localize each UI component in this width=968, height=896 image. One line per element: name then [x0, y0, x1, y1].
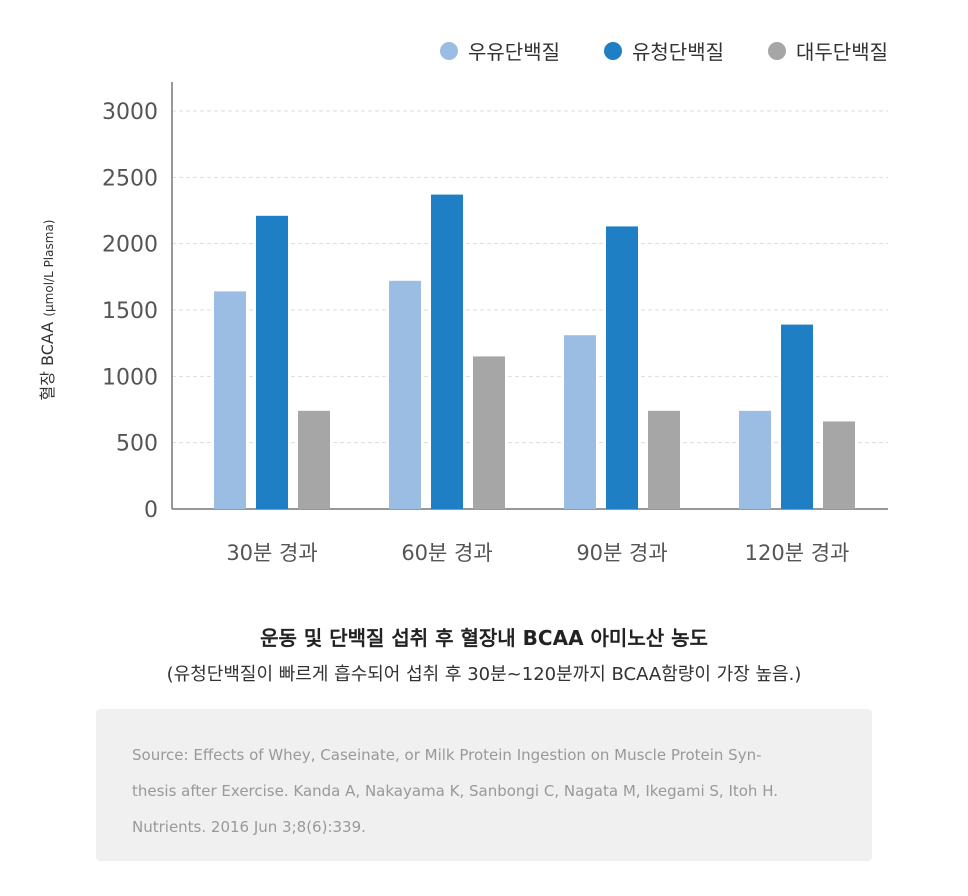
source-box: Source: Effects of Whey, Caseinate, or M…	[96, 709, 872, 861]
bar-2-1	[389, 280, 421, 509]
bar-1-2	[256, 215, 288, 509]
y-tick-label: 1500	[102, 299, 158, 324]
y-axis-label-main: 혈장 BCAA	[38, 321, 57, 401]
legend-item-milk: 우유단백질	[440, 36, 560, 65]
y-tick-label: 500	[116, 432, 158, 457]
bar-2-3	[473, 356, 505, 509]
legend: 우유단백질 유청단백질 대두단백질	[440, 36, 888, 65]
bar-3-1	[564, 335, 596, 509]
bar-3-3	[648, 410, 680, 509]
x-tick-label: 60분 경과	[401, 541, 492, 565]
legend-item-soy: 대두단백질	[768, 36, 888, 65]
bar-3-2	[606, 226, 638, 510]
chart-subtitle: (유청단백질이 빠르게 흡수되어 섭취 후 30분~120분까지 BCAA함량이…	[166, 664, 802, 685]
bar-4-3	[823, 421, 855, 509]
source-line: thesis after Exercise. Kanda A, Nakayama…	[132, 782, 778, 800]
chart-title: 운동 및 단백질 섭취 후 혈장내 BCAA 아미노산 농도	[260, 626, 708, 650]
source-line: Nutrients. 2016 Jun 3;8(6):339.	[132, 818, 366, 836]
legend-swatch	[768, 41, 786, 60]
y-tick-label: 3000	[102, 100, 158, 125]
y-tick-label: 2000	[102, 233, 158, 258]
bar-4-1	[739, 410, 771, 509]
legend-label: 대두단백질	[796, 40, 888, 64]
x-tick-label: 120분 경과	[745, 541, 850, 565]
legend-swatch	[604, 41, 622, 60]
y-tick-label: 2500	[102, 166, 158, 191]
x-tick-label: 30분 경과	[226, 541, 317, 565]
y-axis-label: 혈장 BCAA (µmol/L Plasma)	[34, 220, 58, 401]
x-tick-label: 90분 경과	[576, 541, 667, 565]
source-line: Source: Effects of Whey, Caseinate, or M…	[132, 746, 762, 764]
y-tick-label: 1000	[102, 365, 158, 390]
bar-1-3	[298, 410, 330, 509]
legend-label: 유청단백질	[632, 40, 724, 64]
bar-2-2	[431, 194, 463, 509]
bar-1-1	[214, 291, 246, 509]
bar-4-2	[781, 324, 813, 509]
bar-chart: 0 500 1000 1500 2000 2500 3000 30분 경과 60분 경과 90분 …	[102, 82, 888, 565]
y-tick-label: 0	[144, 498, 158, 523]
legend-item-whey: 유청단백질	[604, 36, 724, 65]
legend-swatch	[440, 41, 458, 60]
y-axis-label-unit: (µmol/L Plasma)	[42, 219, 56, 317]
legend-label: 우유단백질	[468, 40, 560, 64]
